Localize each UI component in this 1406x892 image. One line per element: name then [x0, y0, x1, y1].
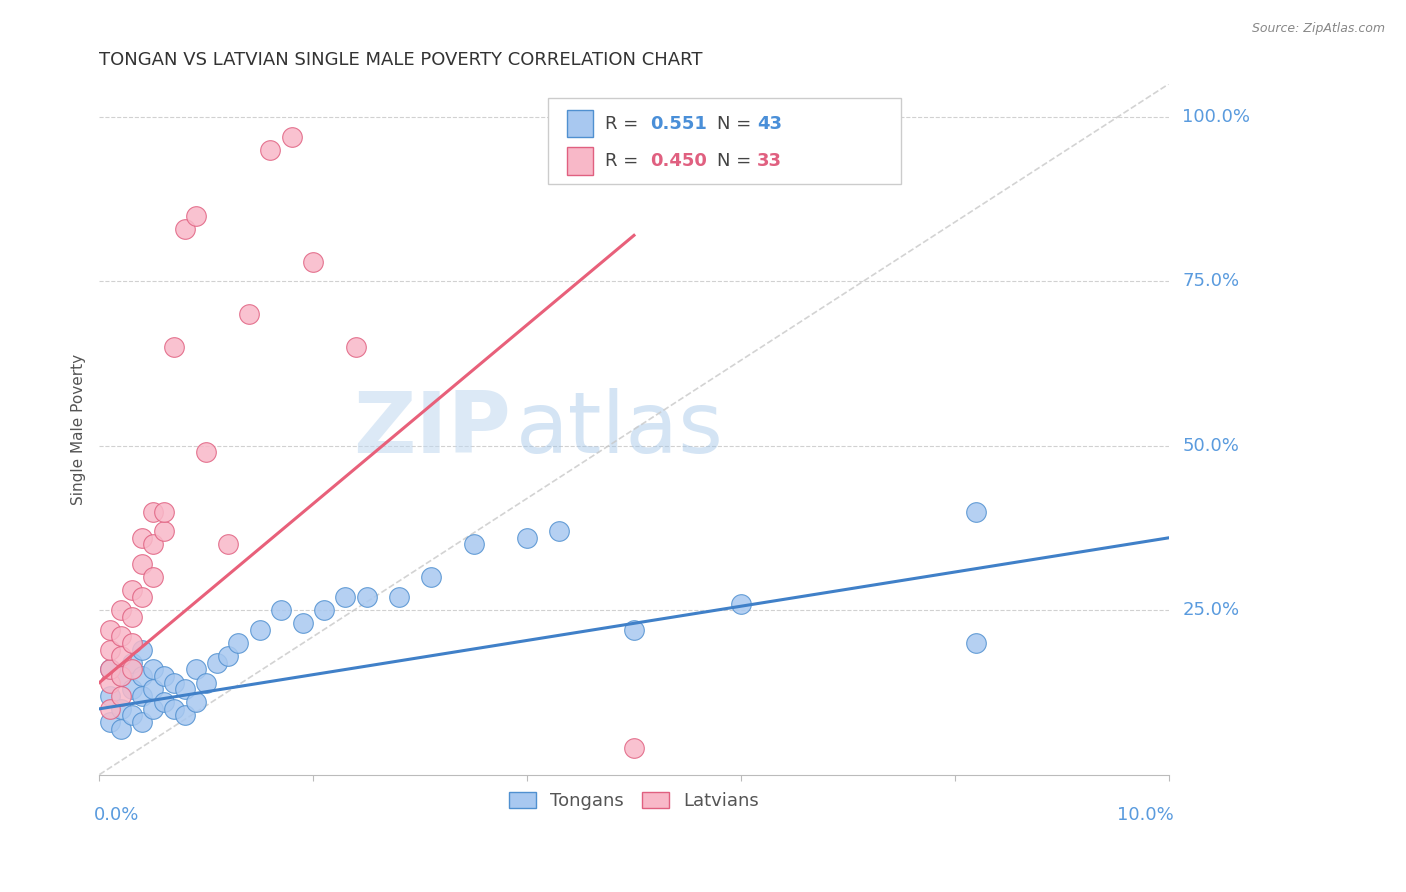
Point: [121, 708, 143, 723]
Point: [205, 656, 228, 670]
Text: 75.0%: 75.0%: [1182, 272, 1240, 291]
Point: [281, 129, 304, 144]
Point: [131, 531, 153, 545]
Point: [152, 669, 174, 683]
Point: [110, 722, 132, 736]
Text: 0.551: 0.551: [650, 114, 707, 133]
Point: [195, 445, 218, 459]
Text: 0.450: 0.450: [650, 152, 707, 170]
Point: [98, 675, 121, 690]
Point: [142, 682, 165, 697]
Point: [419, 570, 441, 584]
Point: [110, 669, 132, 683]
Point: [356, 590, 378, 604]
Point: [131, 557, 153, 571]
Point: [131, 714, 153, 729]
Point: [965, 636, 987, 650]
Point: [270, 603, 292, 617]
Point: [98, 714, 121, 729]
Point: [110, 689, 132, 703]
Point: [184, 695, 207, 709]
Point: [184, 209, 207, 223]
Y-axis label: Single Male Poverty: Single Male Poverty: [72, 354, 86, 505]
Point: [121, 662, 143, 676]
Point: [121, 682, 143, 697]
Point: [110, 603, 132, 617]
Point: [249, 623, 271, 637]
Point: [163, 702, 186, 716]
Point: [174, 221, 197, 235]
Point: [121, 636, 143, 650]
Point: [110, 649, 132, 664]
Point: [98, 662, 121, 676]
Point: [548, 524, 571, 539]
Point: [302, 254, 325, 268]
Text: TONGAN VS LATVIAN SINGLE MALE POVERTY CORRELATION CHART: TONGAN VS LATVIAN SINGLE MALE POVERTY CO…: [100, 51, 703, 69]
FancyBboxPatch shape: [567, 110, 593, 137]
Text: N =: N =: [717, 114, 758, 133]
Point: [152, 524, 174, 539]
Text: Source: ZipAtlas.com: Source: ZipAtlas.com: [1251, 22, 1385, 36]
Point: [142, 537, 165, 551]
Point: [142, 662, 165, 676]
Text: 10.0%: 10.0%: [1118, 805, 1174, 823]
Point: [195, 675, 218, 690]
Legend: Tongans, Latvians: Tongans, Latvians: [502, 785, 766, 817]
Point: [344, 340, 367, 354]
Point: [623, 741, 645, 756]
Point: [259, 143, 281, 157]
Text: 100.0%: 100.0%: [1182, 108, 1250, 126]
Point: [110, 702, 132, 716]
Point: [228, 636, 250, 650]
Point: [623, 623, 645, 637]
Point: [163, 340, 186, 354]
Text: R =: R =: [605, 114, 644, 133]
Text: 25.0%: 25.0%: [1182, 601, 1240, 619]
Point: [463, 537, 485, 551]
Text: 33: 33: [756, 152, 782, 170]
Point: [110, 630, 132, 644]
Text: atlas: atlas: [516, 388, 724, 471]
Point: [98, 623, 121, 637]
Point: [131, 669, 153, 683]
Point: [335, 590, 357, 604]
Text: 0.0%: 0.0%: [94, 805, 139, 823]
FancyBboxPatch shape: [567, 147, 593, 175]
Text: 43: 43: [756, 114, 782, 133]
Point: [142, 702, 165, 716]
Point: [516, 531, 538, 545]
Point: [312, 603, 335, 617]
Point: [965, 504, 987, 518]
Point: [110, 669, 132, 683]
Point: [121, 583, 143, 598]
Point: [152, 504, 174, 518]
Point: [131, 590, 153, 604]
Point: [217, 649, 239, 664]
Text: ZIP: ZIP: [353, 388, 510, 471]
Point: [98, 642, 121, 657]
Point: [163, 675, 186, 690]
Point: [142, 570, 165, 584]
FancyBboxPatch shape: [548, 98, 901, 185]
Text: R =: R =: [605, 152, 644, 170]
Text: N =: N =: [717, 152, 758, 170]
Point: [131, 689, 153, 703]
Point: [98, 689, 121, 703]
Point: [291, 616, 314, 631]
Point: [98, 662, 121, 676]
Point: [152, 695, 174, 709]
Point: [238, 307, 260, 321]
Point: [388, 590, 411, 604]
Point: [121, 609, 143, 624]
Point: [98, 702, 121, 716]
Point: [142, 504, 165, 518]
Point: [217, 537, 239, 551]
Point: [174, 708, 197, 723]
Point: [174, 682, 197, 697]
Point: [184, 662, 207, 676]
Point: [730, 597, 752, 611]
Point: [131, 642, 153, 657]
Point: [121, 656, 143, 670]
Text: 50.0%: 50.0%: [1182, 437, 1239, 455]
